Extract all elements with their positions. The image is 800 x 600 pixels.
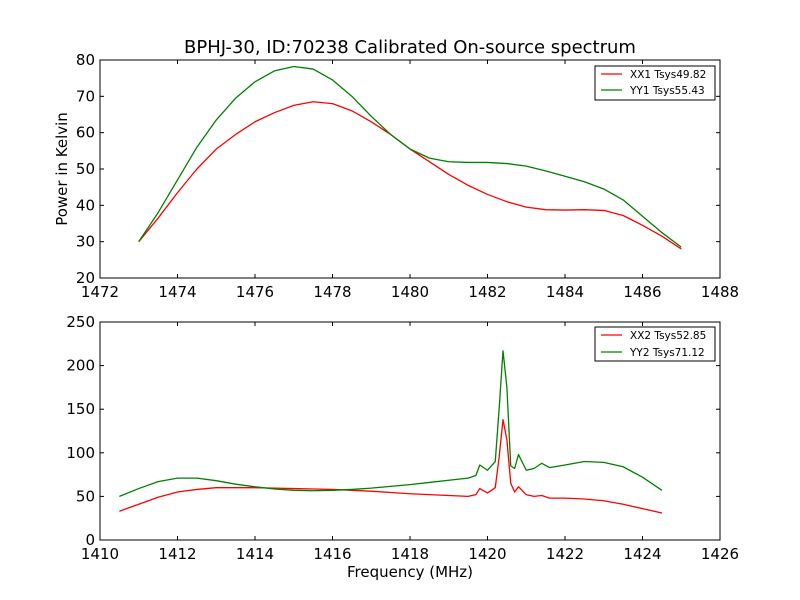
y-tick-label-bottom: 0 — [85, 531, 95, 549]
series-layer-bottom — [119, 350, 663, 514]
x-tick-label-bottom: 1410 — [81, 545, 119, 563]
x-tick-label-top: 1488 — [701, 283, 739, 301]
series-line-bottom-2 — [119, 350, 663, 498]
series-layer-top — [138, 65, 682, 250]
x-tick-label-top: 1486 — [623, 283, 661, 301]
y-tick-label-top: 30 — [76, 233, 95, 251]
x-tick-label-bottom: 1420 — [468, 545, 506, 563]
x-tick-label-bottom: 1422 — [546, 545, 584, 563]
y-tick-label-bottom: 150 — [66, 400, 95, 418]
panel-top: BPHJ-30, ID:70238 Calibrated On-source s… — [53, 37, 739, 301]
y-tick-label-bottom: 100 — [66, 444, 95, 462]
y-tick-label-top: 60 — [76, 124, 95, 142]
legend-bottom: XX2 Tsys52.85 YY2 Tsys71.12 — [594, 326, 716, 362]
legend-box-bottom — [594, 326, 716, 362]
x-tick-label-top: 1478 — [313, 283, 351, 301]
y-tick-label-bottom: 200 — [66, 357, 95, 375]
x-tick-label-top: 1484 — [546, 283, 584, 301]
y-tick-label-top: 40 — [76, 196, 95, 214]
x-tick-label-top: 1476 — [236, 283, 274, 301]
ticks-layer-top: 1472 1474 1476 1478 1480 1482 1484 1486 1488 20 30… — [76, 51, 739, 301]
series-line-bottom-1 — [119, 419, 663, 514]
x-axis-label-bottom: Frequency (MHz) — [347, 563, 473, 581]
legend-box-top — [594, 65, 716, 101]
x-tick-label-bottom: 1418 — [391, 545, 429, 563]
series-line-top-2 — [138, 65, 682, 248]
y-axis-label-top: Power in Kelvin — [53, 112, 71, 226]
x-tick-label-bottom: 1424 — [623, 545, 661, 563]
y-tick-label-top: 70 — [76, 87, 95, 105]
y-tick-label-top: 50 — [76, 160, 95, 178]
x-tick-label-top: 1474 — [158, 283, 196, 301]
y-tick-label-top: 80 — [76, 51, 95, 69]
y-tick-label-top: 20 — [76, 269, 95, 287]
chart-title: BPHJ-30, ID:70238 Calibrated On-source s… — [184, 37, 636, 58]
x-tick-label-bottom: 1414 — [236, 545, 274, 563]
x-tick-label-top: 1480 — [391, 283, 429, 301]
ticks-layer-bottom: 1410 1412 1414 1416 1418 1420 1422 1424 1426 0 50 1… — [66, 313, 739, 563]
legend-label-yy2: YY2 Tsys71.12 — [629, 347, 705, 359]
x-tick-label-bottom: 1412 — [158, 545, 196, 563]
plot-frame-bottom — [99, 321, 721, 541]
legend-label-yy1: YY1 Tsys55.43 — [629, 85, 705, 97]
y-tick-label-bottom: 50 — [76, 487, 95, 505]
legend-label-xx1: XX1 Tsys49.82 — [630, 69, 706, 81]
x-tick-label-top: 1472 — [81, 283, 119, 301]
legend-top: XX1 Tsys49.82 YY1 Tsys55.43 — [594, 65, 716, 101]
plot-frame-top — [99, 59, 721, 279]
legend-label-xx2: XX2 Tsys52.85 — [630, 330, 706, 342]
x-tick-label-bottom: 1426 — [701, 545, 739, 563]
x-tick-label-bottom: 1416 — [313, 545, 351, 563]
x-tick-label-top: 1482 — [468, 283, 506, 301]
panel-bottom: Frequency (MHz) 1410 1412 1414 1416 1418 1420… — [66, 313, 739, 581]
y-tick-label-bottom: 250 — [66, 313, 95, 331]
